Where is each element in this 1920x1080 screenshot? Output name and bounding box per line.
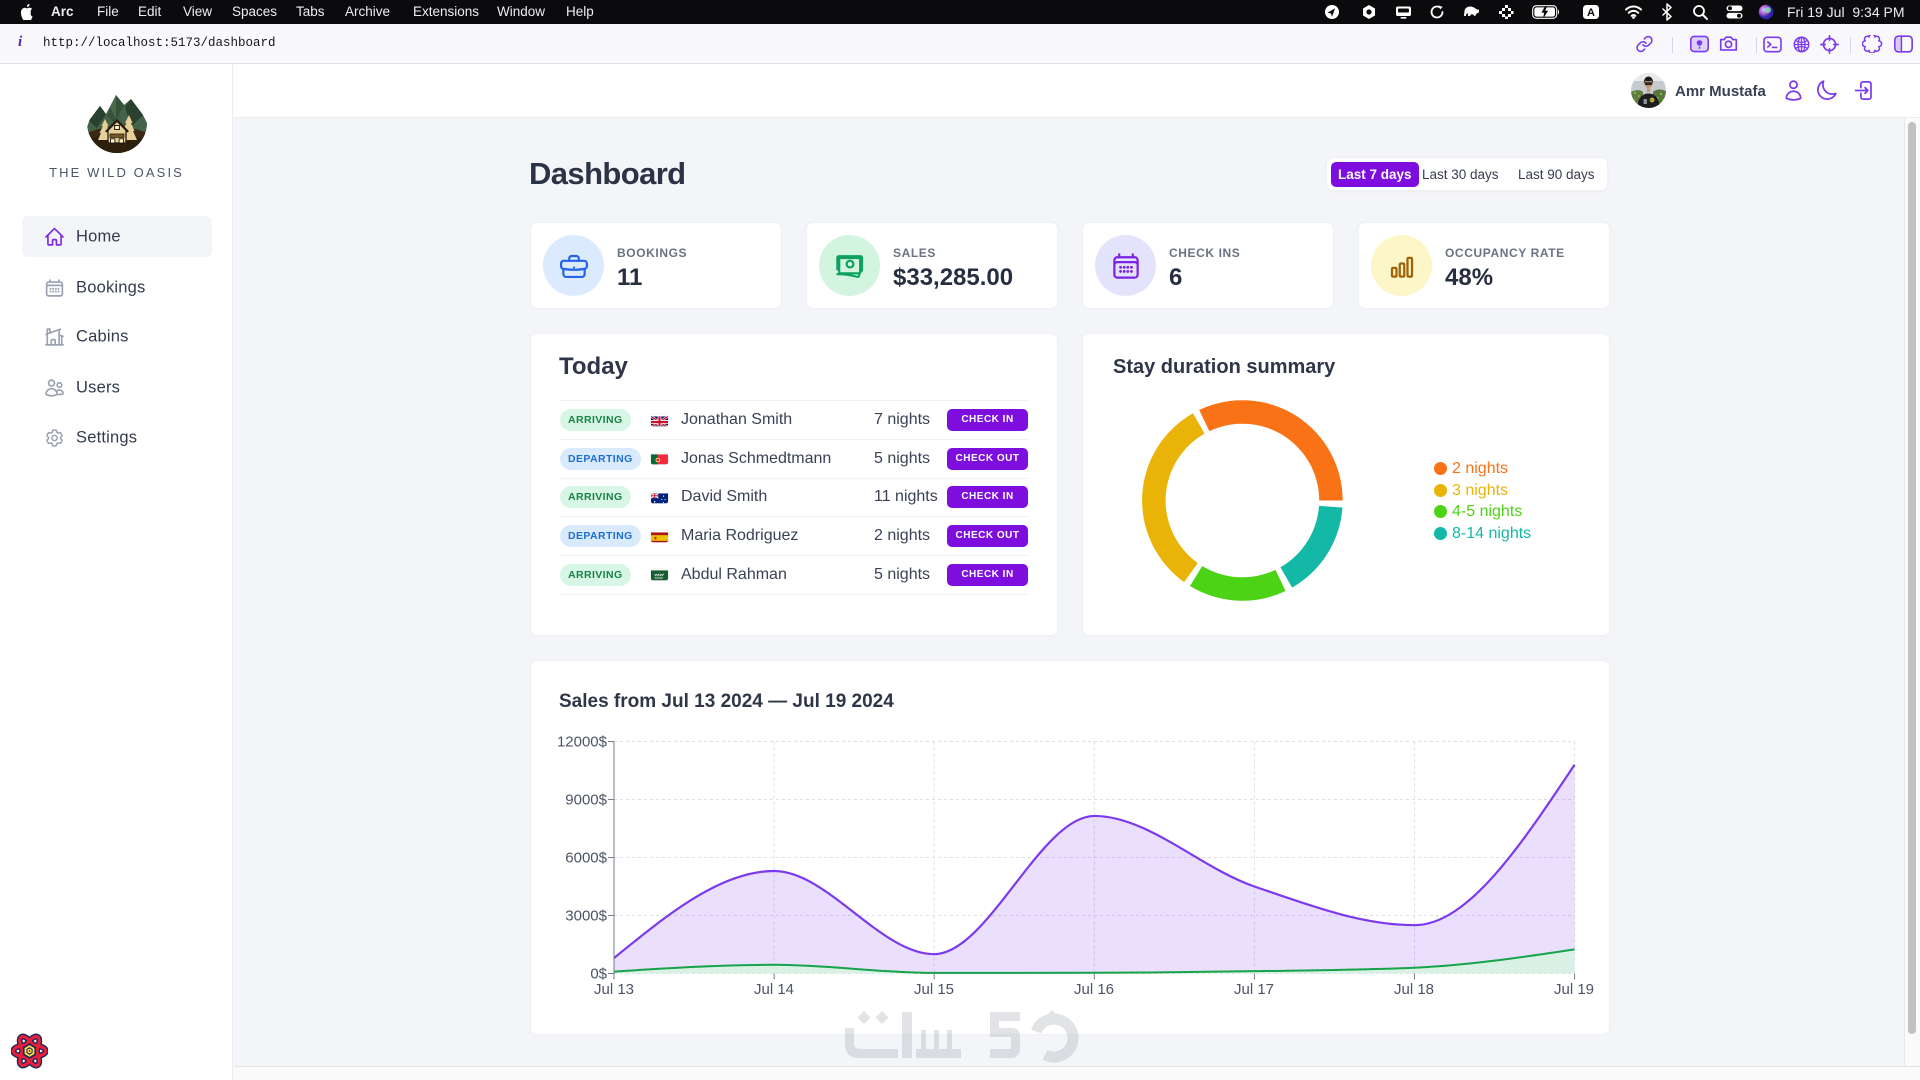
svg-text:9000$: 9000$ [565,792,607,809]
svg-text:12000$: 12000$ [557,734,608,751]
svg-text:Jul 13: Jul 13 [594,981,634,998]
svg-text:6000$: 6000$ [565,850,607,867]
svg-text:Jul 16: Jul 16 [1074,981,1114,998]
svg-text:A: A [1587,7,1595,19]
svg-text:Jul 15: Jul 15 [914,981,954,998]
svg-text:0$: 0$ [590,966,607,983]
svg-text:Jul 14: Jul 14 [754,981,794,998]
svg-text:3000$: 3000$ [565,908,607,925]
svg-text:Jul 18: Jul 18 [1394,981,1434,998]
svg-text:Jul 17: Jul 17 [1234,981,1274,998]
svg-text:Jul 19: Jul 19 [1554,981,1594,998]
